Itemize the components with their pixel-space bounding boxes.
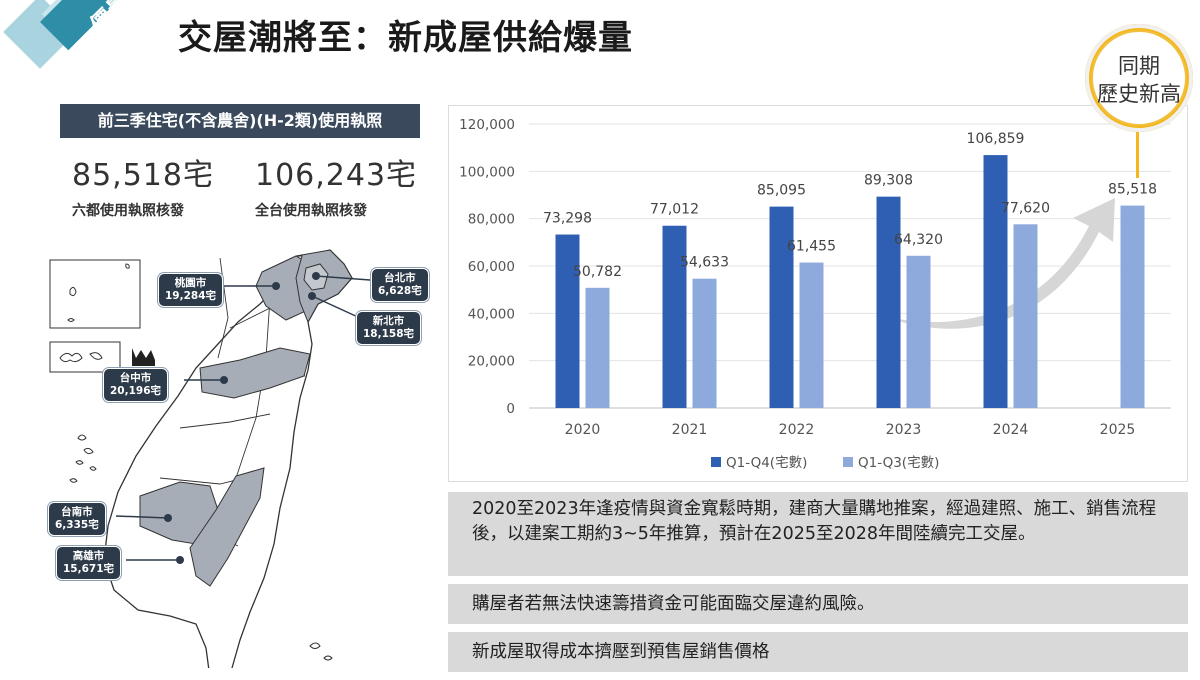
x-tick-label: 2020 [565, 422, 601, 438]
bar [1013, 224, 1038, 408]
city-name: 台北市 [384, 272, 416, 284]
y-tick-label: 120,000 [459, 117, 515, 133]
badge-connector [1136, 132, 1139, 178]
legend-label: Q1-Q3(宅數) [858, 455, 939, 471]
taiwan-map [49, 249, 371, 668]
x-tick-label: 2024 [993, 422, 1029, 438]
city-taoyuan: 桃園市 19,284宅 [158, 273, 224, 307]
bar [876, 196, 901, 408]
city-value: 18,158宅 [363, 328, 415, 340]
legend-swatch [711, 457, 721, 467]
city-value: 6,335宅 [55, 519, 99, 531]
city-kaohsiung: 高雄市 15,671宅 [56, 546, 122, 580]
y-tick-label: 100,000 [459, 164, 515, 180]
badge-line-1: 同期 [1118, 54, 1160, 78]
data-label: 50,782 [573, 264, 622, 280]
bar [799, 262, 824, 408]
data-label: 54,633 [680, 255, 729, 271]
data-label: 85,095 [757, 183, 806, 199]
record-high-badge: 同期 歷史新高 [1085, 24, 1193, 132]
y-tick-label: 0 [506, 401, 515, 417]
city-tainan: 台南市 6,335宅 [48, 502, 106, 536]
city-value: 19,284宅 [165, 290, 217, 302]
bar [555, 234, 580, 408]
bar [662, 225, 687, 408]
permit-header: 前三季住宅(不含農舍)(H-2類)使用執照 [60, 104, 420, 138]
bar [1120, 205, 1145, 408]
six-cities-label: 六都使用執照核發 [72, 203, 184, 219]
city-name: 新北市 [372, 315, 405, 327]
city-taipei: 台北市 6,628宅 [371, 268, 429, 302]
bar [983, 155, 1008, 408]
x-tick-label: 2025 [1100, 422, 1136, 438]
y-tick-label: 80,000 [468, 212, 515, 228]
national-label: 全台使用執照核發 [255, 203, 367, 219]
x-tick-label: 2023 [886, 422, 922, 438]
note-1: 2020至2023年逢疫情與資金寬鬆時期，建商大量購地推案，經過建照、施工、銷售… [448, 492, 1188, 576]
city-value: 20,196宅 [110, 385, 162, 397]
x-tick-label: 2022 [779, 422, 815, 438]
city-name: 台南市 [61, 506, 93, 518]
note-2: 購屋者若無法快速籌措資金可能面臨交屋違約風險。 [448, 584, 1188, 624]
national-value: 106,243宅 [255, 158, 418, 193]
data-label: 64,320 [894, 232, 943, 248]
data-label: 61,455 [787, 239, 836, 255]
x-tick-label: 2021 [672, 422, 708, 438]
six-cities-value: 85,518宅 [72, 158, 214, 193]
data-label: 106,859 [967, 131, 1025, 147]
bar [692, 278, 717, 408]
city-value: 15,671宅 [63, 563, 115, 575]
legend-label: Q1-Q4(宅數) [726, 455, 807, 471]
data-label: 73,298 [543, 211, 592, 227]
bar-chart: 0 20,000 40,000 60,000 80,000 100,000 120,000 7… [448, 105, 1188, 482]
badge-line-2: 歷史新高 [1097, 82, 1181, 106]
chart-svg: 0 20,000 40,000 60,000 80,000 100,000 120,000 7… [459, 117, 1171, 471]
page-title: 交屋潮將至：新成屋供給爆量 [178, 18, 633, 58]
y-tick-label: 60,000 [468, 259, 515, 275]
bar [906, 255, 931, 408]
trend-arrow [883, 198, 1115, 329]
city-taichung: 台中市 20,196宅 [103, 368, 169, 402]
city-name: 台中市 [119, 372, 152, 384]
city-name: 桃園市 [174, 277, 207, 289]
corner-ribbon: 價量訊號 [0, 0, 170, 110]
city-name: 高雄市 [72, 550, 105, 562]
bar [585, 287, 610, 408]
city-value: 6,628宅 [378, 285, 422, 297]
data-label: 77,620 [1001, 200, 1050, 216]
data-label: 89,308 [864, 173, 913, 189]
city-new-taipei: 新北市 18,158宅 [356, 311, 422, 345]
y-tick-label: 20,000 [468, 354, 515, 370]
legend-swatch [843, 457, 853, 467]
corner-tag: 價量訊號 [82, 0, 170, 39]
note-3: 新成屋取得成本擠壓到預售屋銷售價格 [448, 632, 1188, 672]
y-tick-label: 40,000 [468, 306, 515, 322]
bar [769, 206, 794, 408]
data-label: 77,012 [650, 202, 699, 218]
data-label: 85,518 [1108, 182, 1157, 198]
